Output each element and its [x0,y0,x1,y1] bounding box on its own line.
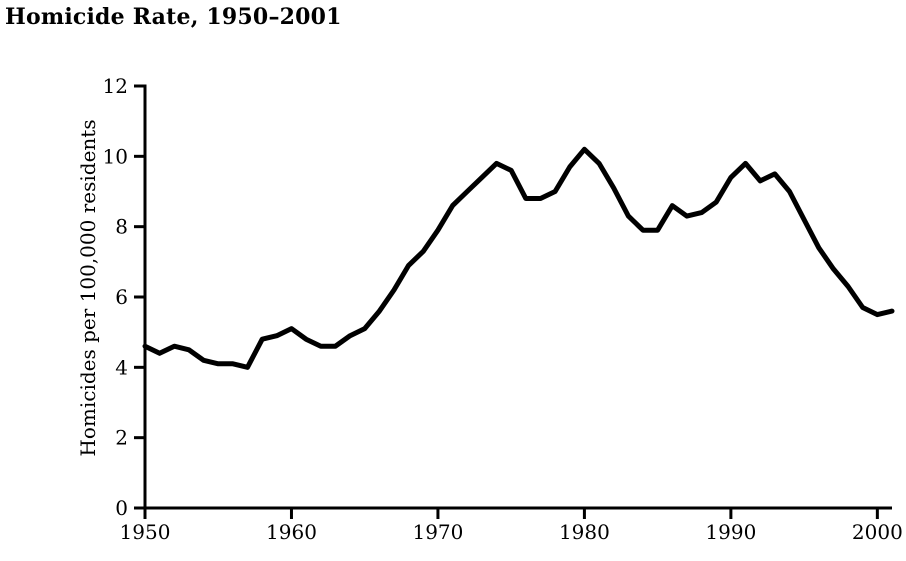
x-tick-label: 1960 [266,520,317,544]
x-tick-label: 1950 [120,520,171,544]
x-tick-label: 1970 [412,520,463,544]
y-tick-label: 0 [115,496,128,520]
y-tick-label: 2 [115,426,128,450]
x-tick-label: 2000 [852,520,903,544]
y-tick-label: 4 [115,355,128,379]
x-tick-label: 1980 [559,520,610,544]
x-tick-label: 1990 [705,520,756,544]
y-tick-label: 8 [115,215,128,239]
y-tick-label: 10 [103,144,128,168]
homicide-rate-line [142,146,895,370]
y-tick-label: 6 [115,285,128,309]
chart-title: Homicide Rate, 1950–2001 [5,4,342,30]
y-tick-label: 12 [103,74,128,98]
